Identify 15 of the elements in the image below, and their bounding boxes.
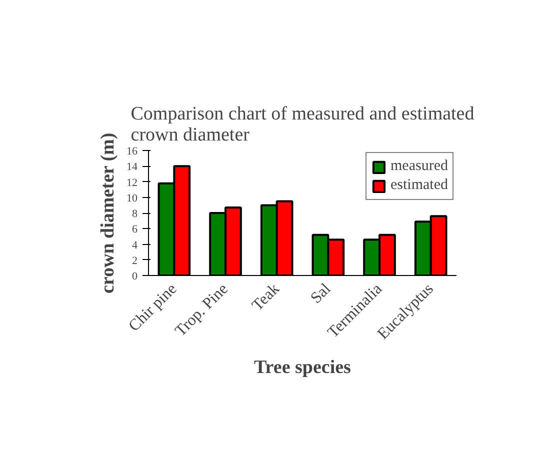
x-tick-label: Teak [249,280,283,314]
legend-label: estimated [390,177,448,194]
y-tick-label: 0 [132,270,138,282]
y-tick-label: 8 [132,208,138,220]
y-tick-label: 10 [126,192,138,204]
y-tick-label: 16 [126,146,138,158]
chart-title: Comparison chart of measured and estimated crown diameter [130,104,475,146]
legend-label: measured [390,158,448,175]
y-tick-label: 12 [126,176,138,189]
y-tick-label: 4 [132,239,138,252]
y-tick-label: 14 [126,161,138,174]
y-axis-title: crown diameter (m) [98,132,118,294]
y-tick-label: 6 [132,224,138,236]
x-axis-title: Tree species [254,356,351,378]
y-tick-label: 2 [132,254,138,267]
